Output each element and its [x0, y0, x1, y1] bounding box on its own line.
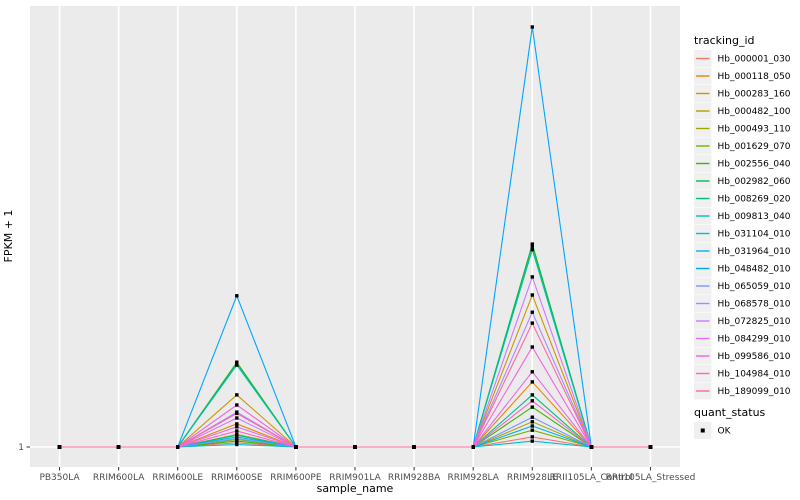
data-point-marker: [530, 405, 534, 409]
x-tick-label: RRIM928BA: [388, 473, 441, 483]
data-point-marker: [530, 380, 534, 384]
data-point-marker: [235, 294, 239, 298]
legend-label: Hb_068578_010: [718, 300, 791, 310]
data-point-marker: [235, 436, 239, 441]
data-point-marker: [235, 429, 239, 433]
data-point-marker: [235, 439, 239, 443]
data-point-marker: [235, 393, 239, 397]
data-point-marker: [471, 445, 475, 449]
data-point-marker: [530, 310, 534, 314]
data-point-marker: [235, 442, 239, 447]
legend-title-tracking: tracking_id: [694, 34, 755, 47]
legend-label: Hb_099586_010: [718, 352, 791, 362]
data-point-marker: [530, 428, 534, 432]
data-point-marker: [530, 293, 534, 297]
x-tick-label: PB350LA: [39, 473, 80, 483]
data-point-marker: [530, 242, 534, 246]
legend-title-quant: quant_status: [694, 406, 766, 419]
legend-label: Hb_009813_040: [718, 212, 791, 222]
x-tick-label: RRII105LA_Stressed: [606, 473, 696, 483]
x-tick-label: RRIM928LA: [447, 473, 499, 483]
data-point-marker: [530, 415, 534, 419]
legend-label: Hb_000118_050: [718, 72, 791, 82]
data-point-marker: [235, 416, 239, 420]
data-point-marker: [235, 403, 239, 407]
x-tick-label: RRIM901LA: [329, 473, 381, 483]
data-point-marker: [589, 445, 594, 449]
data-point-marker: [530, 321, 534, 325]
data-point-marker: [530, 370, 534, 374]
data-point-marker: [530, 393, 534, 397]
data-point-marker: [57, 445, 62, 449]
legend-label: Hb_189099_010: [718, 387, 791, 397]
data-point-marker: [235, 422, 239, 426]
legend-ok-marker: [700, 428, 705, 433]
data-point-marker: [530, 439, 534, 443]
x-tick-label: RRIM600SE: [211, 473, 263, 483]
legend-label: Hb_000283_160: [718, 90, 791, 100]
data-point-marker: [530, 345, 534, 349]
data-point-marker: [530, 247, 534, 252]
legend-label: Hb_031964_010: [718, 247, 791, 257]
data-point-marker: [530, 420, 534, 424]
y-tick-label: 1: [18, 443, 24, 453]
legend-label: Hb_031104_010: [718, 230, 791, 240]
data-point-marker: [235, 363, 239, 367]
legend-label: Hb_104984_010: [718, 370, 791, 380]
x-axis-title: sample_name: [317, 482, 394, 495]
data-point-marker: [530, 399, 534, 403]
y-axis-title: FPKM + 1: [2, 210, 15, 263]
x-tick-label: RRIM600LE: [152, 473, 203, 483]
legend-label: Hb_002982_060: [718, 177, 791, 187]
legend-label: Hb_000001_030: [718, 55, 791, 65]
x-tick-label: RRIM600PE: [270, 473, 322, 483]
data-point-marker: [294, 445, 298, 449]
legend-label: Hb_008269_020: [718, 195, 791, 205]
x-tick-label: RRII105LA_Control: [550, 473, 633, 483]
x-tick-label: RRIM600LA: [93, 473, 145, 483]
x-tick-label: RRIM928LE: [507, 473, 558, 483]
data-point-marker: [235, 425, 239, 429]
data-point-marker: [530, 435, 534, 439]
legend-label: Hb_072825_010: [718, 317, 791, 327]
legend-ok-label: OK: [718, 427, 732, 437]
legend-label: Hb_002556_040: [718, 160, 791, 170]
data-point-marker: [530, 424, 534, 428]
legend-label: Hb_000482_100: [718, 107, 791, 117]
data-point-marker: [412, 445, 416, 449]
data-point-marker: [353, 445, 357, 449]
data-point-marker: [530, 244, 534, 248]
legend-label: Hb_065059_010: [718, 282, 791, 292]
data-point-marker: [116, 445, 121, 449]
data-point-marker: [235, 411, 239, 416]
legend-label: Hb_000493_110: [718, 125, 791, 135]
data-point-marker: [530, 25, 534, 29]
data-point-marker: [648, 445, 653, 449]
data-point-marker: [176, 445, 180, 449]
legend-label: Hb_001629_070: [718, 142, 791, 152]
data-point-marker: [530, 275, 534, 279]
legend-label: Hb_084299_010: [718, 335, 791, 345]
legend-label: Hb_048482_010: [718, 265, 791, 275]
data-point-marker: [235, 361, 239, 365]
